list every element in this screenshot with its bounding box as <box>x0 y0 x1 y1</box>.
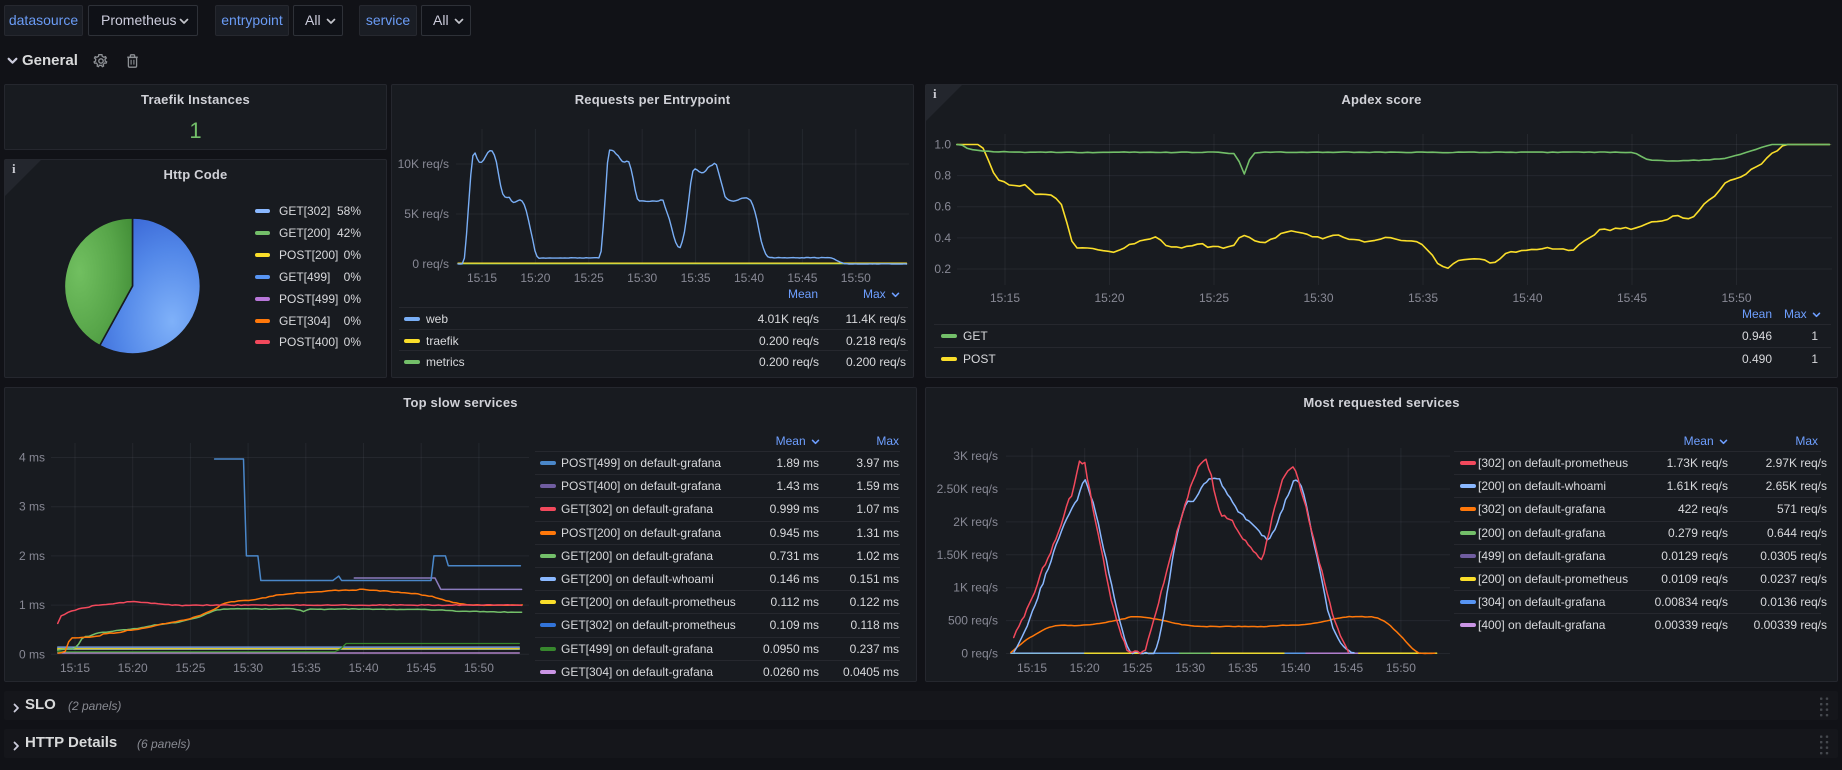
svg-text:15:15: 15:15 <box>467 271 497 285</box>
svg-text:15:25: 15:25 <box>1199 291 1229 305</box>
svg-text:15:20: 15:20 <box>1070 661 1100 675</box>
svg-text:15:40: 15:40 <box>1512 291 1542 305</box>
svg-text:4 ms: 4 ms <box>19 451 45 465</box>
svg-text:1.0: 1.0 <box>934 138 951 152</box>
svg-text:15:20: 15:20 <box>520 271 550 285</box>
svg-text:15:25: 15:25 <box>574 271 604 285</box>
svg-text:15:35: 15:35 <box>1228 661 1258 675</box>
svg-text:0.2: 0.2 <box>934 262 951 276</box>
svg-text:3K req/s: 3K req/s <box>953 449 998 463</box>
svg-text:0.8: 0.8 <box>934 169 951 183</box>
svg-text:500 req/s: 500 req/s <box>948 614 998 628</box>
svg-text:15:45: 15:45 <box>1617 291 1647 305</box>
svg-text:2K req/s: 2K req/s <box>953 515 998 529</box>
svg-text:15:50: 15:50 <box>1386 661 1416 675</box>
svg-text:15:15: 15:15 <box>990 291 1020 305</box>
svg-text:15:45: 15:45 <box>406 661 436 675</box>
svg-text:15:40: 15:40 <box>348 661 378 675</box>
svg-text:15:15: 15:15 <box>1017 661 1047 675</box>
svg-text:15:35: 15:35 <box>681 271 711 285</box>
svg-text:5K req/s: 5K req/s <box>404 207 449 221</box>
svg-text:15:25: 15:25 <box>175 661 205 675</box>
svg-text:3 ms: 3 ms <box>19 500 45 514</box>
svg-text:15:50: 15:50 <box>464 661 494 675</box>
svg-text:15:30: 15:30 <box>1175 661 1205 675</box>
svg-text:0 req/s: 0 req/s <box>961 647 998 661</box>
svg-text:10K req/s: 10K req/s <box>398 157 449 171</box>
svg-text:0.6: 0.6 <box>934 200 951 214</box>
svg-text:15:40: 15:40 <box>1280 661 1310 675</box>
svg-text:1K req/s: 1K req/s <box>953 581 998 595</box>
svg-text:15:20: 15:20 <box>118 661 148 675</box>
svg-text:0 ms: 0 ms <box>19 647 45 661</box>
svg-text:0 req/s: 0 req/s <box>412 257 449 271</box>
svg-text:15:35: 15:35 <box>291 661 321 675</box>
svg-text:2 ms: 2 ms <box>19 549 45 563</box>
svg-text:15:50: 15:50 <box>1721 291 1751 305</box>
svg-text:15:40: 15:40 <box>734 271 764 285</box>
svg-text:1 ms: 1 ms <box>19 598 45 612</box>
svg-text:15:20: 15:20 <box>1094 291 1124 305</box>
svg-text:15:15: 15:15 <box>60 661 90 675</box>
svg-text:2.50K req/s: 2.50K req/s <box>937 482 998 496</box>
svg-text:15:25: 15:25 <box>1122 661 1152 675</box>
svg-text:15:50: 15:50 <box>841 271 871 285</box>
svg-text:15:30: 15:30 <box>1303 291 1333 305</box>
svg-text:15:35: 15:35 <box>1408 291 1438 305</box>
svg-text:15:45: 15:45 <box>787 271 817 285</box>
svg-text:15:45: 15:45 <box>1333 661 1363 675</box>
svg-text:15:30: 15:30 <box>627 271 657 285</box>
svg-text:0.4: 0.4 <box>934 231 951 245</box>
svg-text:15:30: 15:30 <box>233 661 263 675</box>
svg-text:1.50K req/s: 1.50K req/s <box>937 548 998 562</box>
